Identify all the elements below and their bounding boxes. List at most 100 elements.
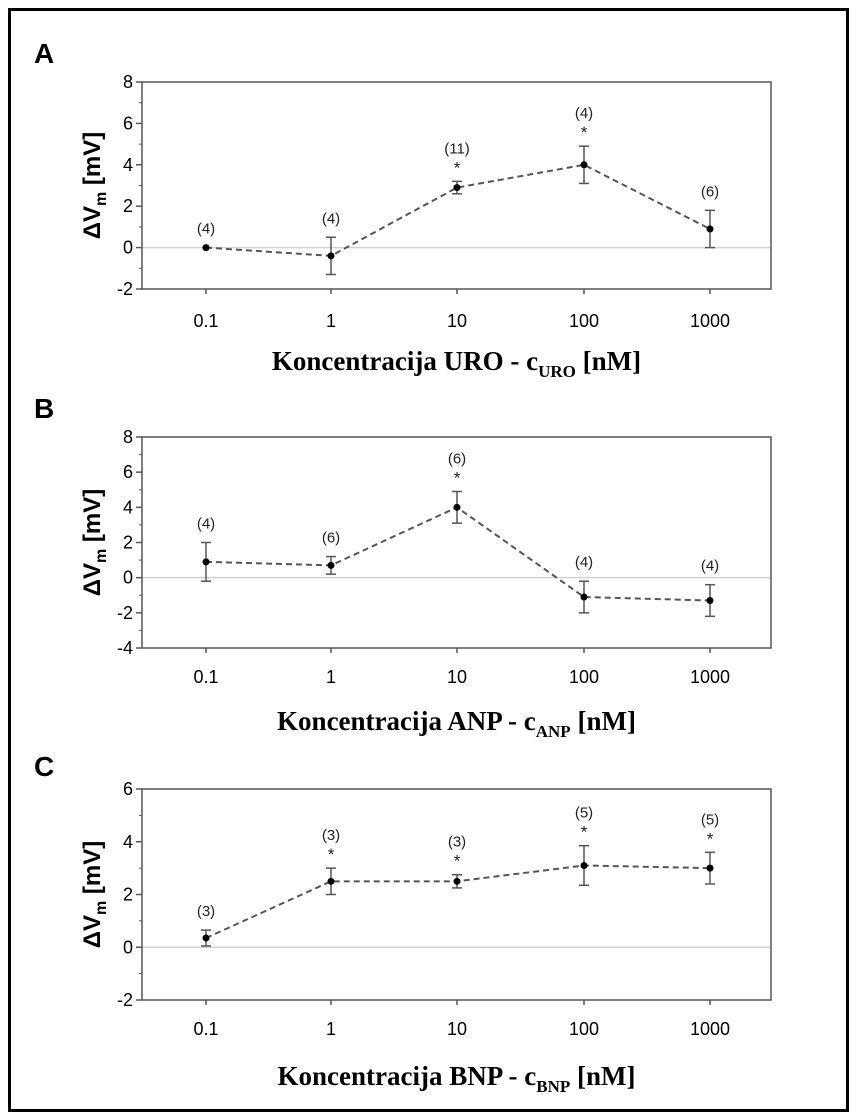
y-tick-label: 6: [123, 113, 133, 133]
data-point: [580, 593, 588, 601]
data-point: [202, 558, 210, 566]
sample-size-label: (3): [197, 903, 215, 920]
x-axis-label-main: Koncentracija URO - c: [272, 346, 538, 376]
x-axis-label-unit: [nM]: [576, 346, 641, 376]
x-axis-label: Koncentracija BNP - cBNP [nM]: [278, 1061, 636, 1096]
x-tick-label: 1000: [690, 311, 730, 331]
y-tick-label: 2: [123, 196, 133, 216]
data-point: [453, 503, 461, 511]
y-axis-label-subscript: m: [93, 549, 110, 563]
y-axis-label-main: ΔV: [79, 563, 106, 596]
y-axis-label-main: ΔV: [79, 915, 106, 948]
y-axis-label: ΔVm [mV]: [79, 841, 110, 949]
x-tick-label: 10: [447, 667, 467, 687]
panel-a: A -2 0 2 4 6 8 0.1 1 10 100 1000 ΔVm [mV] Koncentraci…: [34, 38, 772, 381]
y-axis-label: ΔVm [mV]: [79, 132, 110, 240]
data-point: [453, 877, 461, 885]
y-tick-label: -4: [117, 638, 133, 658]
sample-size-label: (5): [575, 805, 593, 822]
significance-star: *: [454, 158, 461, 177]
y-tick-label: 6: [123, 462, 133, 482]
panel-letter: A: [34, 38, 54, 69]
significance-star: *: [454, 469, 461, 488]
y-axis-label-subscript: m: [93, 901, 110, 915]
y-tick-label: 4: [123, 497, 133, 517]
data-point: [327, 252, 335, 260]
data-point: [327, 877, 335, 885]
significance-star: *: [581, 123, 588, 142]
data-point: [327, 561, 335, 569]
x-axis-label-subscript: BNP: [536, 1077, 570, 1096]
significance-star: *: [707, 829, 714, 848]
sample-size-label: (4): [197, 516, 215, 533]
sample-size-label: (5): [701, 811, 719, 828]
y-tick-label: -2: [117, 603, 133, 623]
sample-size-label: (6): [448, 451, 466, 468]
data-point: [453, 184, 461, 192]
y-axis-label-subscript: m: [93, 192, 110, 206]
significance-star: *: [581, 823, 588, 842]
panel-b: B -4 -2 0 2 4 6 8 0.1 1 10 100 1000 ΔVm [mV] Koncentra…: [34, 393, 772, 741]
figure-frame: [8, 8, 849, 1112]
sample-size-label: (3): [448, 834, 466, 851]
data-point: [202, 934, 210, 942]
series-line: [205, 163, 711, 257]
y-axis-label-main: ΔV: [79, 206, 106, 239]
x-axis-label: Koncentracija URO - cURO [nM]: [272, 346, 641, 381]
series-line: [205, 506, 711, 602]
sample-size-label: (4): [575, 105, 593, 122]
sample-size-label: (6): [701, 183, 719, 200]
panel-letter: B: [34, 393, 54, 424]
x-tick-label: 1000: [690, 667, 730, 687]
sample-size-label: (6): [322, 530, 340, 547]
x-axis-label-main: Koncentracija BNP - c: [278, 1061, 537, 1091]
x-axis-label-unit: [nM]: [571, 706, 636, 736]
y-tick-label: 4: [123, 832, 133, 852]
y-axis-label-unit: [mV]: [79, 841, 106, 901]
y-axis-label-unit: [mV]: [79, 132, 106, 192]
x-tick-label: 100: [569, 667, 599, 687]
x-tick-label: 1000: [690, 1019, 730, 1039]
y-tick-label: -2: [117, 279, 133, 299]
x-tick-label: 10: [447, 1019, 467, 1039]
data-point: [202, 244, 210, 252]
x-tick-label: 1: [326, 1019, 336, 1039]
y-tick-label: 2: [123, 885, 133, 905]
x-tick-label: 1: [326, 667, 336, 687]
x-axis-label: Koncentracija ANP - cANP [nM]: [277, 706, 636, 741]
significance-star: *: [454, 852, 461, 871]
y-tick-label: 2: [123, 533, 133, 553]
y-axis-label-unit: [mV]: [79, 489, 106, 549]
x-axis-label-subscript: URO: [538, 362, 576, 381]
y-tick-label: 8: [123, 427, 133, 447]
x-tick-label: 1: [326, 311, 336, 331]
y-tick-label: 8: [123, 72, 133, 92]
series-line: [205, 864, 711, 939]
data-point: [706, 225, 714, 233]
plot-frame: [141, 788, 772, 1001]
x-tick-label: 100: [569, 1019, 599, 1039]
x-tick-label: 0.1: [193, 1019, 218, 1039]
panel-letter: C: [34, 751, 54, 782]
significance-star: *: [328, 845, 335, 864]
panel-c: C -2 0 2 4 6 0.1 1 10 100 1000 ΔVm [mV] Koncentracij…: [34, 751, 772, 1096]
sample-size-label: (4): [575, 554, 593, 571]
x-tick-label: 0.1: [193, 667, 218, 687]
data-point: [580, 861, 588, 869]
y-axis-label: ΔVm [mV]: [79, 489, 110, 597]
x-tick-label: 100: [569, 311, 599, 331]
sample-size-label: (4): [322, 210, 340, 227]
y-tick-label: 6: [123, 779, 133, 799]
x-tick-label: 0.1: [193, 311, 218, 331]
x-tick-label: 10: [447, 311, 467, 331]
sample-size-label: (4): [701, 558, 719, 575]
y-tick-label: 0: [123, 937, 133, 957]
y-tick-label: 0: [123, 568, 133, 588]
y-tick-label: -2: [117, 990, 133, 1010]
x-axis-label-subscript: ANP: [536, 722, 571, 741]
data-point: [580, 161, 588, 169]
data-point: [706, 597, 714, 605]
sample-size-label: (4): [197, 221, 215, 238]
y-tick-label: 4: [123, 155, 133, 175]
